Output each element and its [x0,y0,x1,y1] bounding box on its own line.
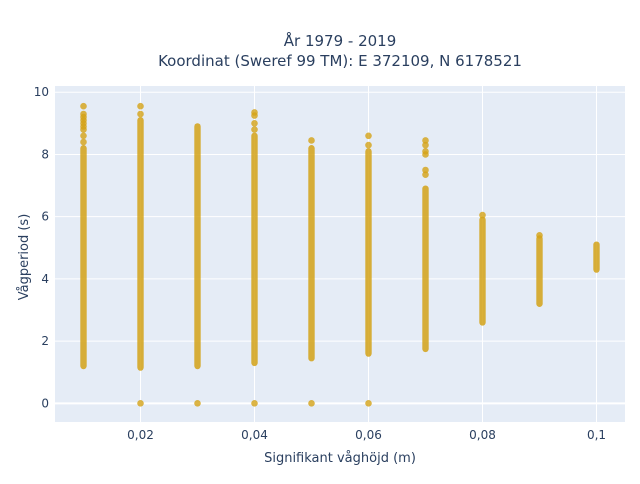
x-tick-label: 0,02 [127,428,154,442]
y-tick-label: 2 [41,334,49,348]
data-point-run [137,117,144,371]
plot-area [55,86,625,422]
data-point [536,232,543,239]
data-point-run [194,123,201,370]
chart-title-line-1: År 1979 - 2019 [284,31,397,50]
x-axis-ticks: 0,02 0,04 0,06 0,08 0,1 [127,428,606,442]
data-point [479,211,486,219]
y-tick-label: 6 [41,210,49,224]
data-point [365,132,372,140]
data-point [194,400,201,407]
data-point [251,120,258,127]
data-point [422,137,429,144]
y-axis-title: Vågperiod (s) [17,214,32,301]
data-point [422,171,429,178]
data-point [251,400,258,407]
y-axis-ticks: 0 2 4 6 8 10 [34,85,49,410]
data-point [422,141,429,149]
data-point-run [308,145,315,362]
data-point-run [536,235,543,307]
data-point-run [365,148,372,357]
chart-title-line-2: Koordinat (Sweref 99 TM): E 372109, N 61… [158,52,522,70]
y-tick-label: 4 [41,272,49,286]
data-point [137,400,144,407]
data-point [80,102,87,110]
y-tick-label: 10 [34,85,49,99]
data-point-run [593,241,600,273]
y-tick-label: 0 [41,396,49,410]
data-point [251,126,258,133]
data-point [365,400,372,407]
data-point-run [479,216,486,326]
x-tick-label: 0,08 [469,428,496,442]
data-points [80,102,600,407]
data-point [137,110,144,118]
x-tick-label: 0,06 [355,428,382,442]
data-point-run [80,145,87,370]
x-tick-label: 0,1 [587,428,606,442]
data-point [137,102,144,110]
data-point [251,109,258,116]
data-point [80,110,87,118]
data-point [308,400,315,407]
data-point-run [422,185,429,353]
data-point [80,132,87,140]
data-point [365,141,372,149]
data-point-run [251,132,258,367]
x-tick-label: 0,04 [241,428,268,442]
x-axis-title: Signifikant våghöjd (m) [264,451,416,466]
data-point [80,138,87,146]
data-point [422,148,429,155]
data-point [422,166,429,174]
y-tick-label: 8 [41,147,49,161]
data-point [308,137,315,144]
